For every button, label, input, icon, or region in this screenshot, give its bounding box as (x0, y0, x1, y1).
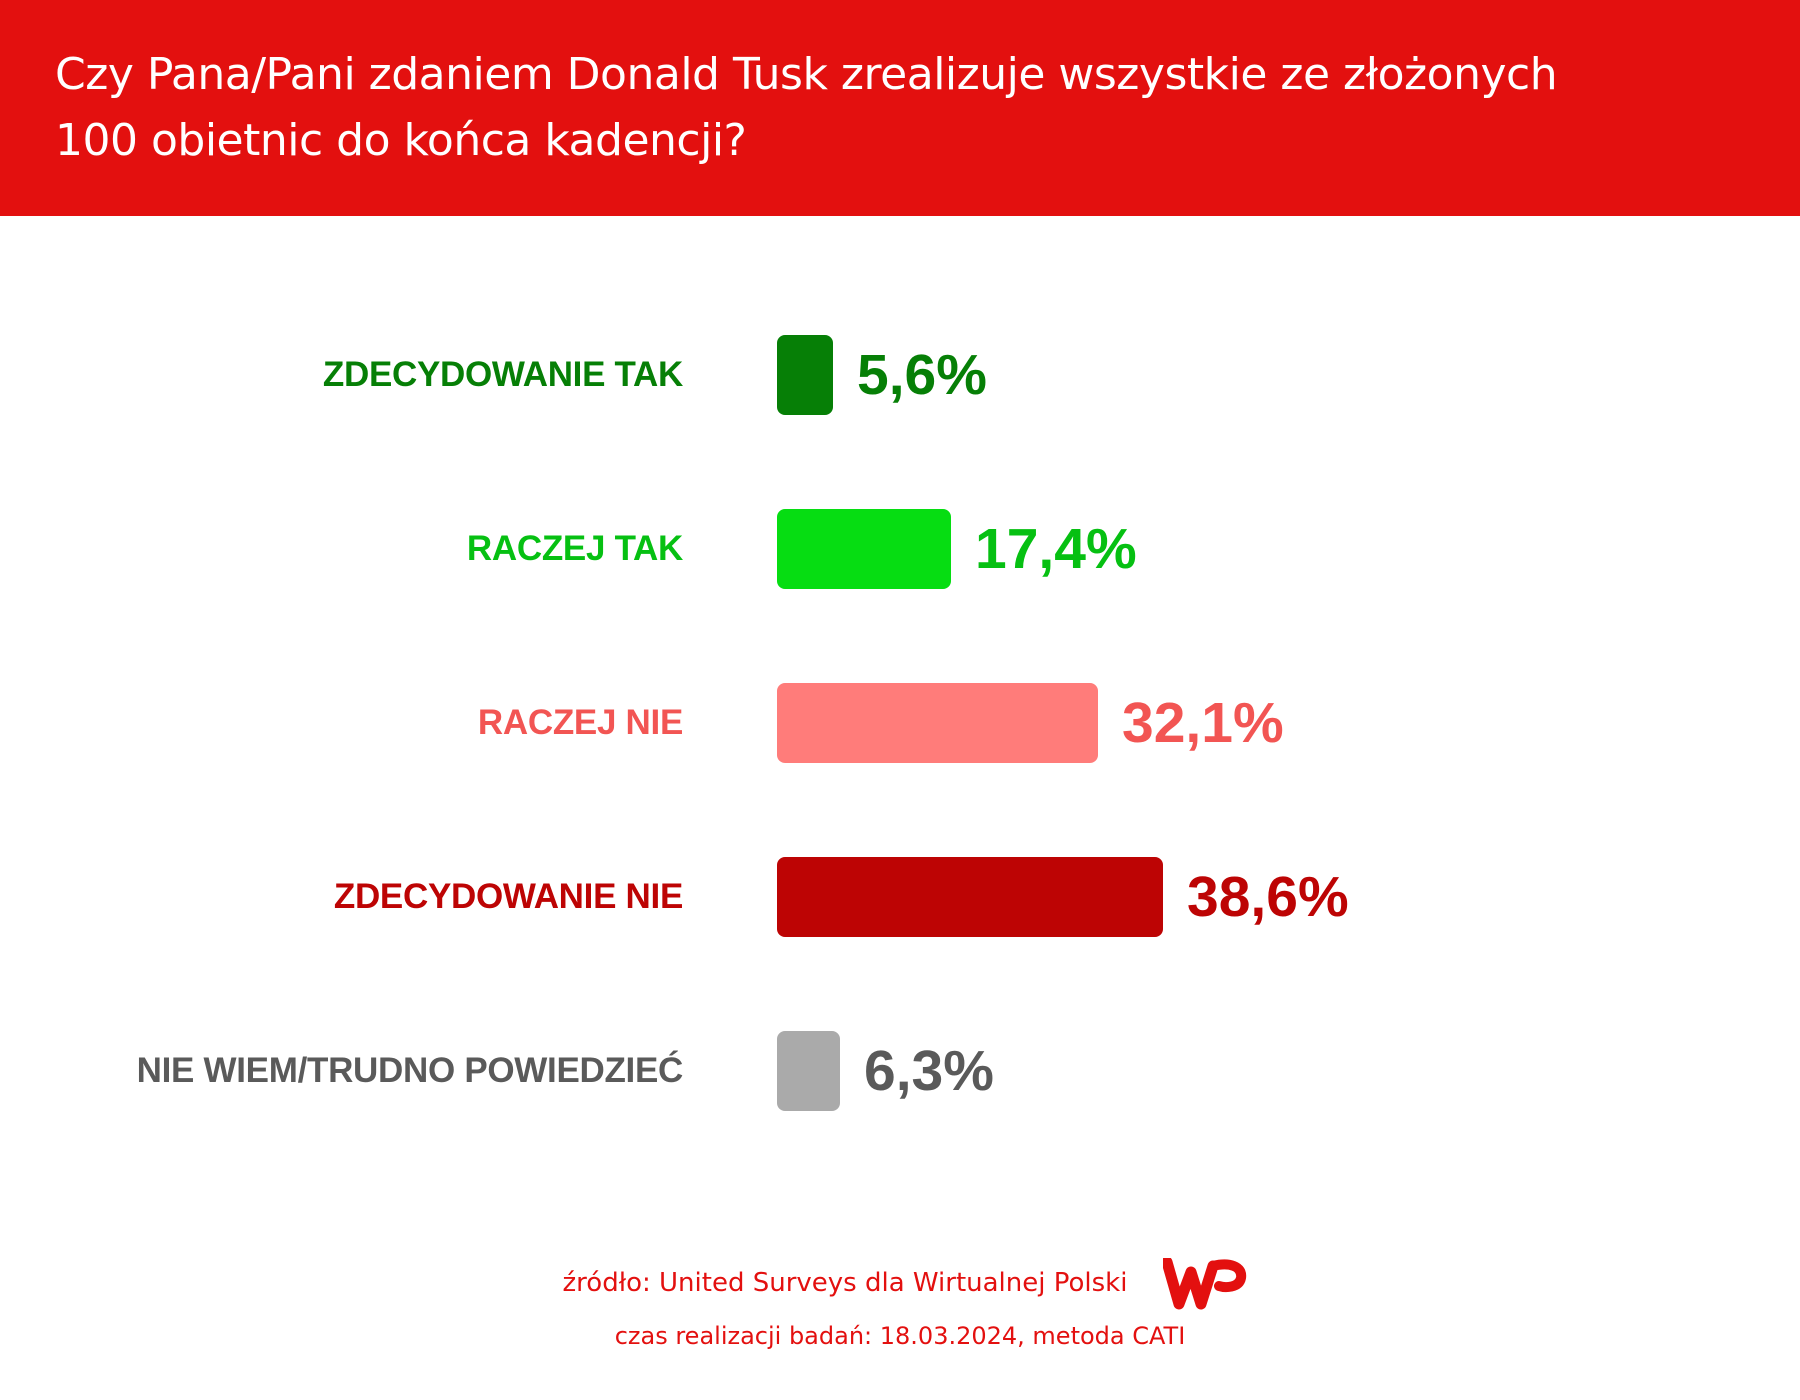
title-line-1: Czy Pana/Pani zdaniem Donald Tusk zreali… (55, 49, 1558, 100)
value-label: 32,1% (1122, 691, 1284, 755)
category-label: RACZEJ NIE (477, 703, 683, 742)
bar (777, 857, 1163, 937)
bar-row: NIE WIEM/TRUDNO POWIEDZIEĆ 6,3% (0, 1031, 1800, 1111)
wp-logo (1163, 1258, 1247, 1310)
category-label: RACZEJ TAK (466, 529, 683, 568)
title-line-2: 100 obietnic do końca kadencji? (55, 115, 747, 166)
bar (777, 683, 1098, 763)
bar-row: ZDECYDOWANIE TAK 5,6% (0, 335, 1800, 415)
header-banner: Czy Pana/Pani zdaniem Donald Tusk zreali… (0, 0, 1800, 216)
survey-details: czas realizacji badań: 18.03.2024, metod… (614, 1322, 1186, 1350)
source-note: źródło: United Surveys dla Wirtualnej Po… (562, 1268, 1128, 1298)
category-label: ZDECYDOWANIE TAK (322, 355, 683, 394)
value-label: 38,6% (1187, 865, 1349, 929)
bar-row: RACZEJ NIE 32,1% (0, 683, 1800, 763)
category-label: NIE WIEM/TRUDNO POWIEDZIEĆ (136, 1051, 684, 1090)
bar (777, 1031, 840, 1111)
value-label: 17,4% (975, 517, 1137, 581)
value-label: 5,6% (857, 343, 987, 407)
category-label: ZDECYDOWANIE NIE (333, 877, 683, 916)
bar (777, 335, 833, 415)
chart-title: Czy Pana/Pani zdaniem Donald Tusk zreali… (55, 42, 1755, 174)
value-label: 6,3% (864, 1039, 994, 1103)
bar-row: RACZEJ TAK 17,4% (0, 509, 1800, 589)
bar (777, 509, 951, 589)
bar-row: ZDECYDOWANIE NIE 38,6% (0, 857, 1800, 937)
